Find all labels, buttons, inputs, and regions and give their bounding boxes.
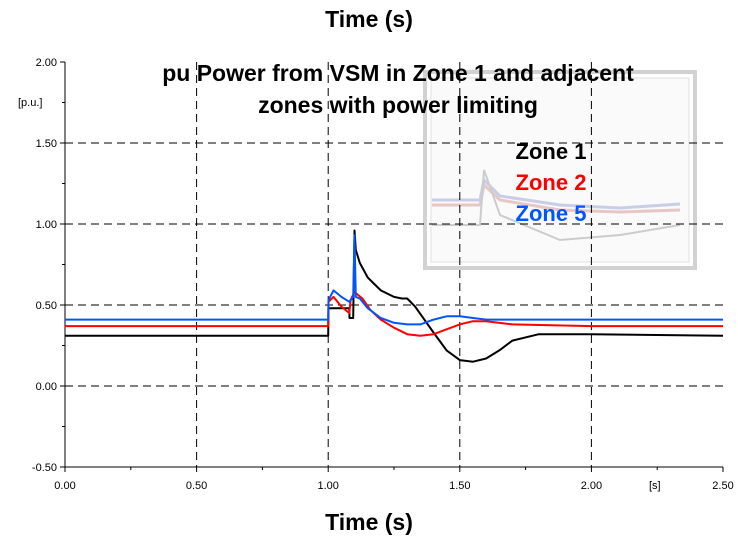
series-line-zone-2 (65, 291, 723, 337)
y-tick-label: 1.00 (36, 219, 57, 231)
x-tick-label: 2.00 (581, 480, 602, 492)
series-lines (65, 229, 724, 363)
y-tick-label: -0.50 (32, 462, 57, 474)
series-line-zone-5 (65, 234, 723, 326)
x-axis-unit-label: [s] (649, 480, 661, 492)
chart-title-line: zones with power limiting (258, 92, 538, 118)
y-tick-label: 0.00 (36, 381, 57, 393)
x-tick-label: 0.50 (186, 480, 207, 492)
background-inset-image (423, 70, 697, 270)
x-tick-label: 2.50 (712, 480, 733, 492)
grid-lines (65, 62, 723, 467)
chart-title: pu Power from VSM in Zone 1 and adjacent… (162, 60, 634, 118)
x-tick-label: 1.50 (449, 480, 470, 492)
axes: -0.50 0.00 0.50 1.00 1.50 2.00 0.00 0.50 1.00 1.5… (32, 57, 734, 492)
legend-entry: Zone 2 (516, 170, 587, 195)
y-tick-label: 1.50 (36, 138, 57, 150)
top-axis-title: Time (s) (325, 6, 413, 32)
y-axis-unit-label: [p.u.] (18, 97, 42, 109)
legend-entry: Zone 5 (516, 201, 587, 226)
legend: Zone 1 Zone 2 Zone 5 (516, 139, 587, 226)
legend-entry: Zone 1 (516, 139, 587, 164)
x-axis-title: Time (s) (325, 509, 413, 535)
y-tick-label: 0.50 (36, 300, 57, 312)
y-tick-label: 2.00 (36, 57, 57, 69)
x-tick-label: 0.00 (54, 480, 75, 492)
x-tick-label: 1.00 (317, 480, 338, 492)
chart-title-line: pu Power from VSM in Zone 1 and adjacent (162, 60, 634, 86)
